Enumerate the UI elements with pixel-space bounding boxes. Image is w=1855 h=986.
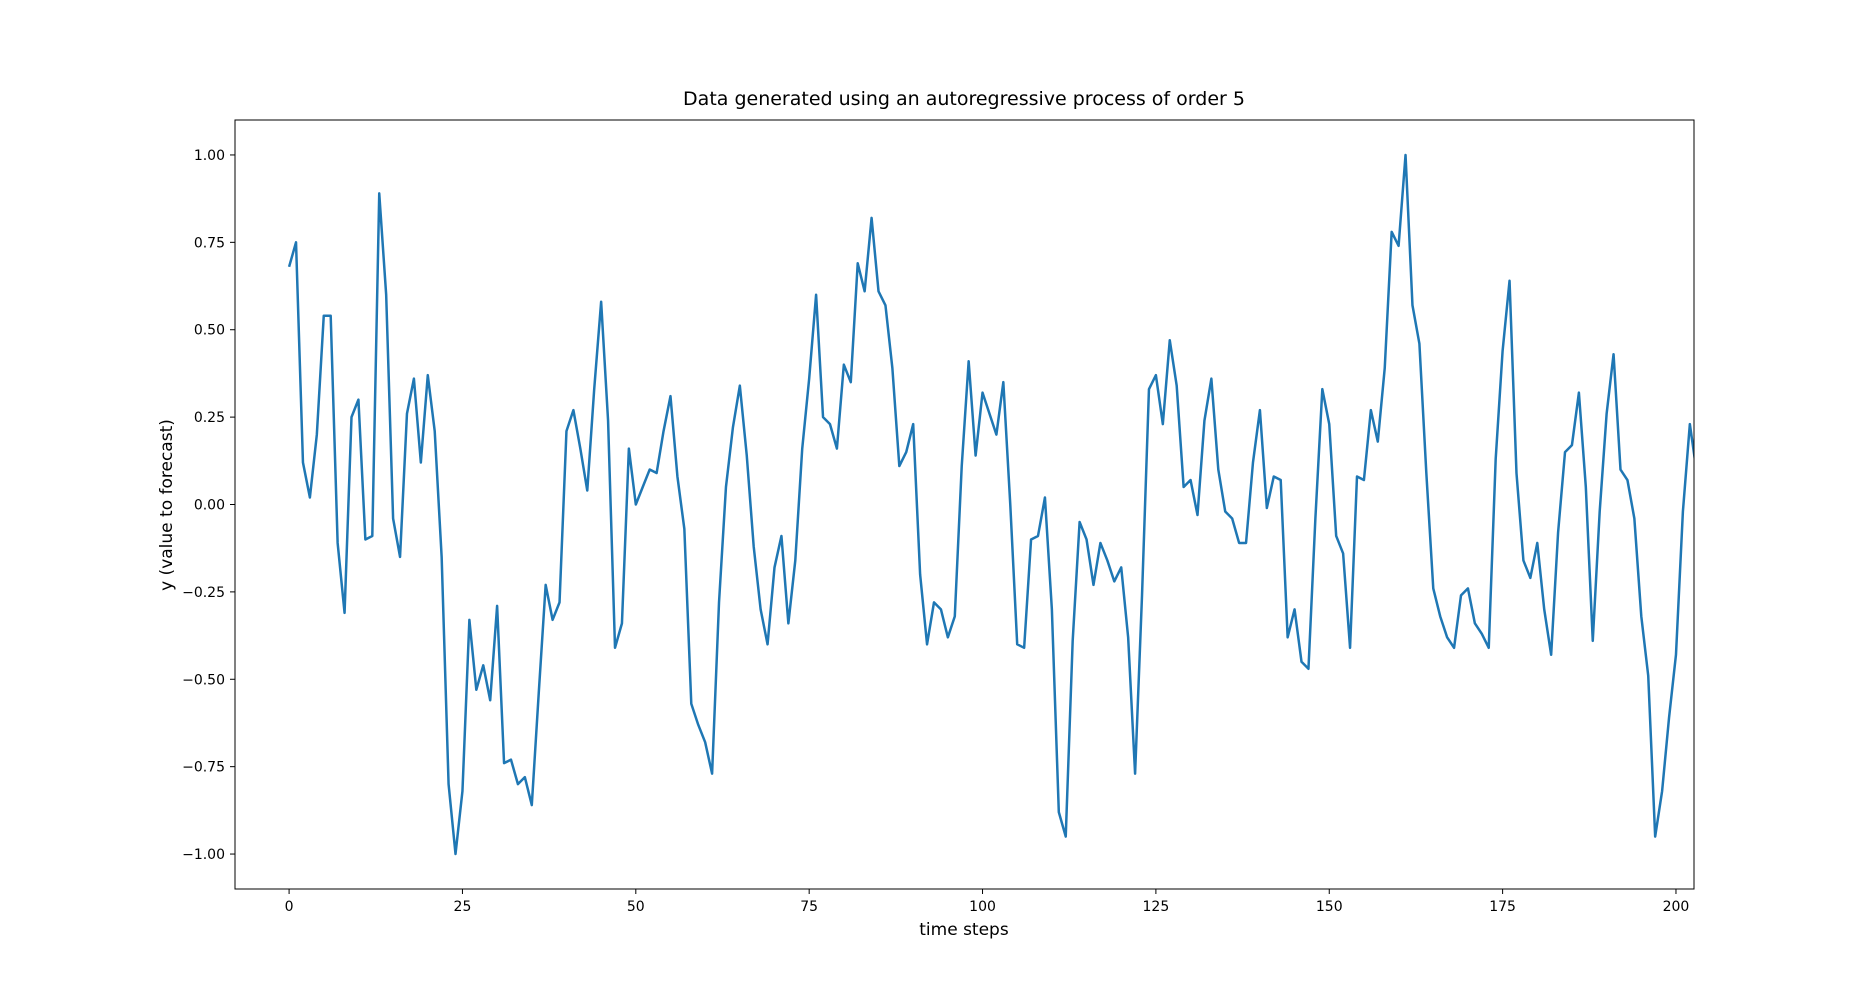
y-tick-label: 0.00 [194,498,225,514]
x-tick-label: 50 [627,899,645,915]
y-tick-label: −0.25 [182,585,225,601]
plot-area [287,153,1694,856]
x-tick-label: 150 [1316,899,1343,915]
y-tick-label: −1.00 [182,847,225,863]
y-tick-label: 0.25 [194,410,225,426]
y-tick-label: −0.75 [182,760,225,776]
x-tick-label: 200 [1663,899,1690,915]
x-tick-label: 125 [1143,899,1170,915]
data-line [287,153,1694,856]
x-axis-label: time steps [919,920,1009,940]
y-axis-label: y (value to forecast) [157,419,177,591]
y-tick-label: 1.00 [194,148,225,164]
axes-frame [234,119,1695,890]
y-tick-label: 0.75 [194,235,225,251]
x-tick-label: 175 [1489,899,1516,915]
x-tick-label: 100 [969,899,996,915]
x-tick-label: 0 [285,899,294,915]
x-tick-label: 25 [454,899,472,915]
chart-title: Data generated using an autoregressive p… [683,88,1245,110]
y-tick-label: 0.50 [194,323,225,339]
x-tick-label: 75 [800,899,818,915]
y-tick-label: −0.50 [182,672,225,688]
